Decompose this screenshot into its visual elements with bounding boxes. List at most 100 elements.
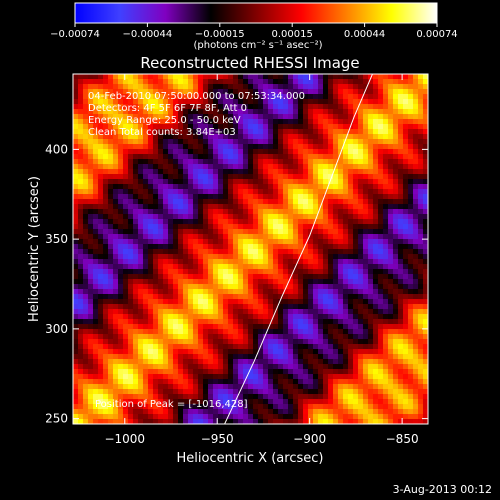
heatmap-cell xyxy=(148,179,154,185)
heatmap-cell xyxy=(128,219,134,225)
heatmap-cell xyxy=(248,124,254,130)
heatmap-cell xyxy=(173,89,179,95)
heatmap-cell xyxy=(93,89,99,95)
heatmap-cell xyxy=(368,284,374,290)
plot-frame xyxy=(72,73,429,425)
heatmap-cell xyxy=(193,419,199,424)
heatmap-cell xyxy=(333,334,339,340)
heatmap-cell xyxy=(423,294,428,300)
heatmap-cell xyxy=(278,169,284,175)
heatmap-cell xyxy=(278,309,284,315)
heatmap-cell xyxy=(298,89,304,95)
heatmap-cell xyxy=(118,284,124,290)
heatmap-cell xyxy=(198,169,204,175)
heatmap-cell xyxy=(183,334,189,340)
heatmap-cell xyxy=(363,169,369,175)
heatmap-cell xyxy=(343,324,349,330)
heatmap-cell xyxy=(243,104,249,110)
heatmap-cell xyxy=(318,404,324,410)
heatmap-cell xyxy=(318,414,324,420)
heatmap-cell xyxy=(238,399,244,405)
heatmap-cell xyxy=(163,289,169,295)
heatmap-cell xyxy=(338,399,344,405)
heatmap-cell xyxy=(83,154,89,160)
heatmap-cell xyxy=(368,254,374,260)
heatmap-cell xyxy=(168,339,174,345)
heatmap-cell xyxy=(388,234,394,240)
heatmap-cell xyxy=(283,89,289,95)
heatmap-cell xyxy=(108,109,114,115)
heatmap-cell xyxy=(318,389,324,395)
heatmap-cell xyxy=(163,174,169,180)
heatmap-cell xyxy=(308,419,314,424)
heatmap-cell xyxy=(358,379,364,385)
heatmap-cell xyxy=(98,164,104,170)
heatmap-cell xyxy=(148,209,154,215)
heatmap-cell xyxy=(193,104,199,110)
heatmap-cell xyxy=(283,249,289,255)
heatmap-cell xyxy=(88,359,94,365)
heatmap-cell xyxy=(103,244,109,250)
heatmap-cell xyxy=(213,399,219,405)
heatmap-cell xyxy=(263,304,269,310)
heatmap-cell xyxy=(93,144,99,150)
heatmap-cell xyxy=(383,349,389,355)
heatmap-cell xyxy=(268,274,274,280)
heatmap-cell xyxy=(293,124,299,130)
heatmap-cell xyxy=(223,399,229,405)
heatmap-cell xyxy=(353,234,359,240)
heatmap-cell xyxy=(88,224,94,230)
heatmap-cell xyxy=(318,89,324,95)
heatmap-cell xyxy=(138,89,144,95)
heatmap-cell xyxy=(88,119,94,125)
heatmap-cell xyxy=(278,339,284,345)
heatmap-cell xyxy=(98,374,104,380)
heatmap-cell xyxy=(323,204,329,210)
heatmap-cell xyxy=(138,324,144,330)
heatmap-cell xyxy=(193,324,199,330)
heatmap-cell xyxy=(213,404,219,410)
heatmap-cell xyxy=(253,214,259,220)
heatmap-cell xyxy=(83,234,89,240)
heatmap-cell xyxy=(143,354,149,360)
heatmap-cell xyxy=(258,169,264,175)
heatmap-cell xyxy=(133,189,139,195)
heatmap-cell xyxy=(283,144,289,150)
heatmap-cell xyxy=(353,304,359,310)
heatmap-cell xyxy=(118,224,124,230)
heatmap-cell xyxy=(413,74,419,80)
heatmap-cell xyxy=(173,139,179,145)
heatmap-cell xyxy=(263,249,269,255)
heatmap-cell xyxy=(298,74,304,80)
heatmap-cell xyxy=(83,374,89,380)
heatmap-cell xyxy=(83,254,89,260)
heatmap-cell xyxy=(403,269,409,275)
heatmap-cell xyxy=(183,264,189,270)
heatmap-cell xyxy=(208,414,214,420)
heatmap-cell xyxy=(308,284,314,290)
heatmap-cell xyxy=(193,174,199,180)
heatmap-cell xyxy=(393,94,399,100)
heatmap-cell xyxy=(103,349,109,355)
heatmap-cell xyxy=(423,394,428,400)
heatmap-cell xyxy=(123,84,129,90)
heatmap-cell xyxy=(278,264,284,270)
heatmap-cell xyxy=(313,194,319,200)
heatmap-cell xyxy=(133,234,139,240)
heatmap-cell xyxy=(198,314,204,320)
heatmap-cell xyxy=(408,404,414,410)
heatmap-cell xyxy=(138,214,144,220)
heatmap-cell xyxy=(283,379,289,385)
heatmap-cell xyxy=(138,224,144,230)
heatmap-cell xyxy=(388,124,394,130)
heatmap-cell xyxy=(133,384,139,390)
heatmap-cell xyxy=(338,194,344,200)
heatmap-cell xyxy=(368,354,374,360)
heatmap-cell xyxy=(328,279,334,285)
heatmap-cell xyxy=(158,399,164,405)
heatmap-cell xyxy=(238,269,244,275)
heatmap-cell xyxy=(78,119,84,125)
heatmap-cell xyxy=(248,94,254,100)
heatmap-cell xyxy=(338,204,344,210)
heatmap-cell xyxy=(238,374,244,380)
